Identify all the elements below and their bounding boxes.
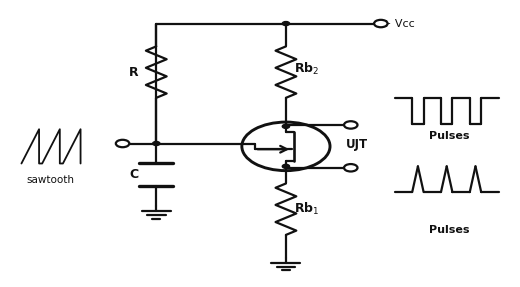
- Text: UJT: UJT: [346, 138, 368, 152]
- Text: sawtooth: sawtooth: [26, 175, 74, 185]
- Circle shape: [374, 20, 387, 27]
- Text: C: C: [129, 168, 138, 181]
- Circle shape: [282, 22, 290, 26]
- Circle shape: [344, 121, 357, 129]
- Circle shape: [282, 124, 290, 128]
- Circle shape: [153, 141, 160, 146]
- Circle shape: [344, 164, 357, 172]
- Text: + Vcc: + Vcc: [382, 19, 414, 28]
- Circle shape: [282, 164, 290, 168]
- Text: Pulses: Pulses: [429, 131, 470, 141]
- Text: Rb$_1$: Rb$_1$: [294, 201, 319, 217]
- Text: Rb$_2$: Rb$_2$: [294, 61, 319, 77]
- Text: R: R: [128, 66, 138, 79]
- Text: Pulses: Pulses: [429, 225, 470, 235]
- Circle shape: [116, 140, 129, 147]
